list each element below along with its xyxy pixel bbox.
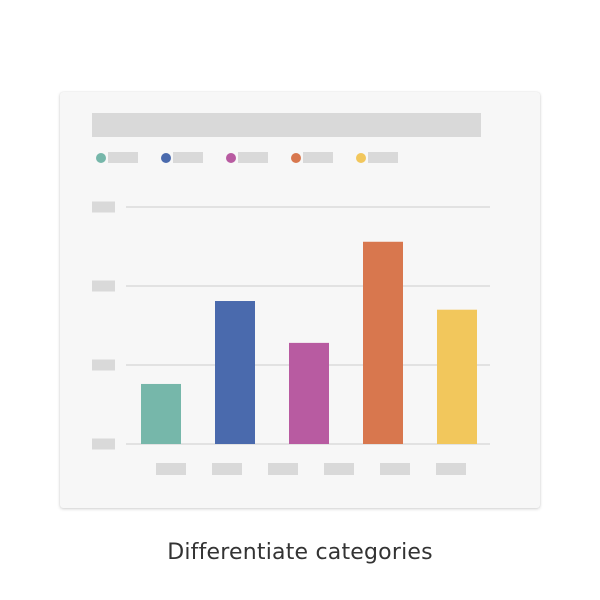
y-tick-label-placeholder [92, 438, 115, 450]
legend-label-placeholder [108, 152, 138, 163]
caption: Differentiate categories [167, 540, 433, 565]
bar-chart [92, 201, 490, 475]
legend-swatch [356, 153, 366, 163]
x-tick-label-placeholder [156, 463, 186, 475]
chart-title-placeholder [92, 113, 481, 137]
legend-item [161, 152, 207, 164]
bar [363, 241, 403, 444]
legend-item [96, 152, 142, 164]
legend-label-placeholder [303, 152, 333, 163]
legend-label-placeholder [368, 152, 398, 163]
bar [141, 383, 181, 444]
legend-swatch [161, 153, 171, 163]
legend-item [226, 152, 272, 164]
x-tick-label-placeholder [212, 463, 242, 475]
x-tick-label-placeholder [268, 463, 298, 475]
legend-label-placeholder [173, 152, 203, 163]
y-tick-label-placeholder [92, 201, 115, 213]
y-tick-label-placeholder [92, 280, 115, 292]
legend-label-placeholder [238, 152, 268, 163]
legend-swatch [226, 153, 236, 163]
legend-item [291, 152, 337, 164]
legend-swatch [291, 153, 301, 163]
x-tick-label-placeholder [324, 463, 354, 475]
chart-card [60, 92, 540, 508]
x-tick-label-placeholder [436, 463, 466, 475]
legend-item [356, 152, 402, 164]
legend-swatch [96, 153, 106, 163]
x-tick-label-placeholder [380, 463, 410, 475]
bar [215, 301, 255, 444]
bar [289, 342, 329, 444]
bar [437, 309, 477, 444]
y-tick-label-placeholder [92, 359, 115, 371]
